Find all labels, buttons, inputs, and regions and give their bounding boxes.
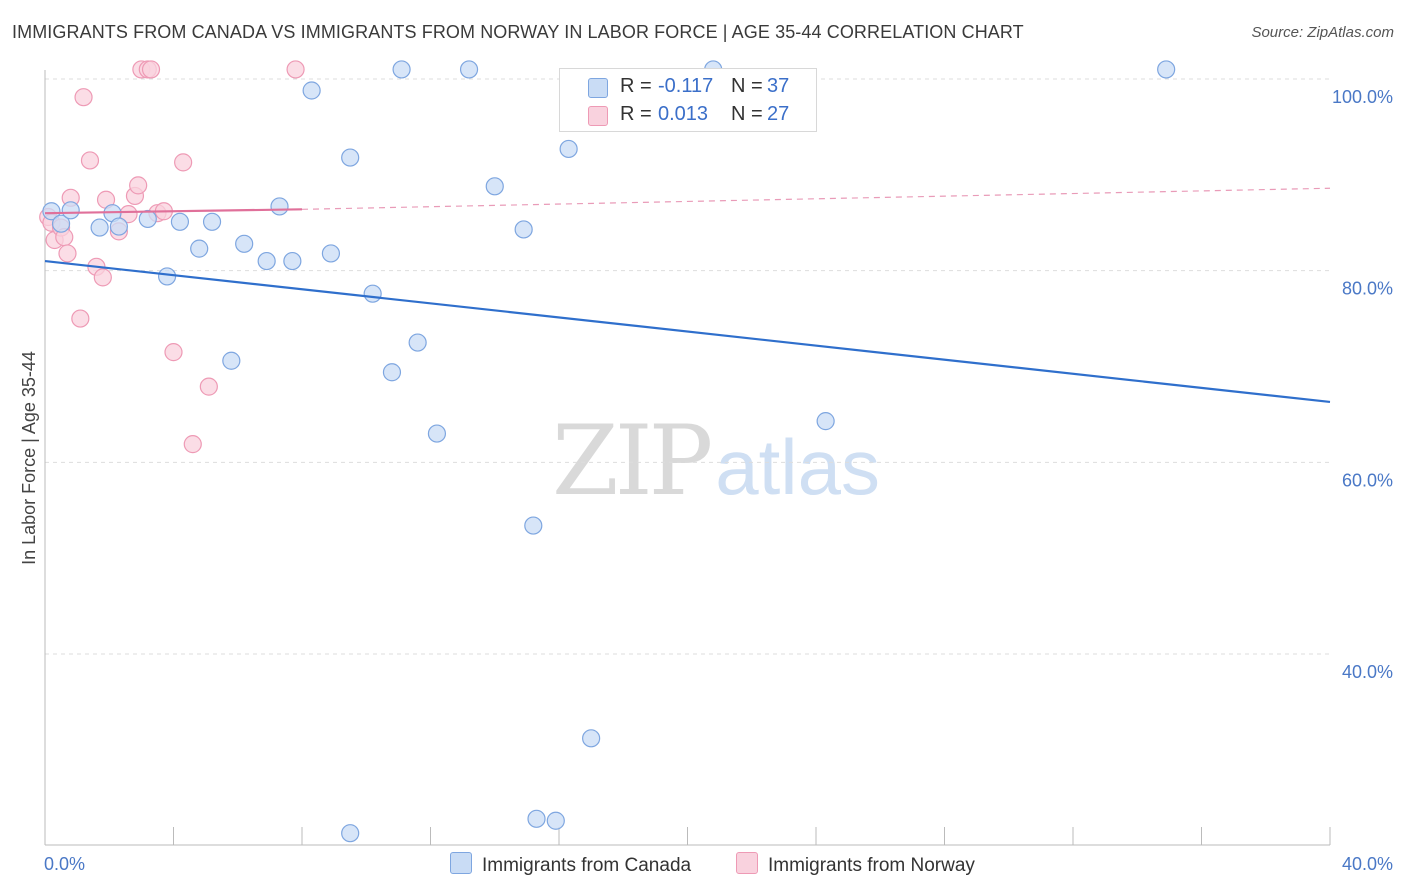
- y-axis-label: In Labor Force | Age 35-44: [19, 351, 39, 565]
- legend-n-label: N =: [731, 103, 763, 125]
- point-canada: [459, 60, 479, 79]
- point-norway: [71, 309, 90, 328]
- point-canada: [235, 234, 254, 253]
- stats-legend: R = -0.117 N = 37 R = 0.013 N = 27: [559, 68, 817, 132]
- watermark-zip: ZIP: [552, 405, 713, 517]
- point-canada: [1157, 60, 1176, 79]
- watermark-atlas: atlas: [715, 423, 880, 511]
- point-norway: [141, 60, 161, 79]
- point-norway: [164, 343, 183, 362]
- legend-n-label: N =: [731, 75, 763, 97]
- point-canada: [257, 251, 276, 271]
- point-canada: [202, 212, 222, 231]
- source-credit: Source: ZipAtlas.com: [1251, 24, 1394, 41]
- y-tick-label: 40.0%: [1342, 662, 1393, 682]
- point-canada: [51, 214, 71, 233]
- bottom-legend-swatch-canada: [450, 852, 472, 874]
- trend-line-canada: [44, 259, 1331, 404]
- point-norway: [183, 435, 202, 454]
- chart-title: IMMIGRANTS FROM CANADA VS IMMIGRANTS FRO…: [12, 22, 1024, 42]
- point-canada: [157, 267, 177, 286]
- bottom-legend-canada: Immigrants from Canada: [450, 852, 691, 877]
- trend-line-dashed-norway: [301, 187, 1331, 210]
- y-tick-label: 60.0%: [1342, 470, 1393, 490]
- point-norway: [129, 176, 148, 195]
- point-canada: [61, 201, 80, 220]
- point-norway: [80, 151, 100, 170]
- axis-labels: 40.0% 60.0% 80.0% 100.0% 0.0% 40.0% In Labor F…: [19, 87, 1393, 874]
- x-tick-label-min: 0.0%: [44, 854, 85, 874]
- legend-r-value: -0.117: [658, 75, 714, 97]
- point-canada: [363, 284, 382, 303]
- point-norway: [286, 60, 305, 79]
- data-points: [39, 60, 1176, 843]
- y-tick-label: 100.0%: [1332, 87, 1393, 107]
- bottom-legend-label-norway: Immigrants from Norway: [768, 855, 975, 876]
- point-canada: [109, 217, 128, 236]
- trend-lines: [44, 187, 1331, 404]
- point-canada: [341, 148, 360, 167]
- watermark: ZIPatlas: [552, 405, 880, 517]
- point-norway: [93, 268, 112, 287]
- point-canada: [527, 809, 546, 828]
- legend-row-canada: R = -0.117 N = 37: [560, 73, 816, 101]
- point-canada: [341, 824, 360, 843]
- legend-n-value: 37: [767, 75, 790, 97]
- point-canada: [222, 351, 241, 370]
- legend-swatch-canada: [588, 78, 608, 98]
- point-canada: [270, 197, 289, 216]
- point-canada: [90, 218, 109, 237]
- legend-r-label: R =: [620, 75, 652, 97]
- point-canada: [408, 333, 427, 352]
- bottom-legend-norway: Immigrants from Norway: [736, 852, 975, 877]
- point-canada: [170, 212, 190, 231]
- bottom-legend-label-canada: Immigrants from Canada: [482, 855, 692, 876]
- axes: [44, 70, 1331, 846]
- point-canada: [382, 363, 402, 382]
- point-canada: [559, 139, 578, 159]
- point-canada: [427, 424, 447, 443]
- point-canada: [392, 60, 411, 79]
- point-canada: [514, 220, 533, 239]
- trend-line-norway: [44, 208, 303, 215]
- point-canada: [816, 412, 835, 431]
- point-canada: [582, 729, 601, 748]
- point-canada: [42, 202, 61, 221]
- point-canada: [485, 177, 504, 196]
- legend-r-value: 0.013: [658, 103, 709, 125]
- legend-row-norway: R = 0.013 N = 27: [560, 101, 816, 129]
- point-norway: [174, 153, 193, 172]
- point-norway: [199, 377, 218, 396]
- x-tick-label-max: 40.0%: [1342, 854, 1393, 874]
- legend-n-value: 27: [767, 103, 790, 125]
- point-canada: [321, 244, 341, 263]
- point-canada: [524, 516, 543, 535]
- point-canada: [138, 209, 157, 229]
- point-canada: [302, 81, 321, 100]
- bottom-legend-swatch-norway: [736, 852, 758, 874]
- legend-r-label: R =: [620, 103, 652, 125]
- point-norway: [74, 88, 93, 107]
- point-canada: [546, 811, 565, 830]
- point-norway: [58, 244, 77, 263]
- point-canada: [283, 251, 302, 271]
- y-tick-label: 80.0%: [1342, 279, 1393, 299]
- point-canada: [190, 239, 209, 258]
- legend-swatch-norway: [588, 106, 608, 126]
